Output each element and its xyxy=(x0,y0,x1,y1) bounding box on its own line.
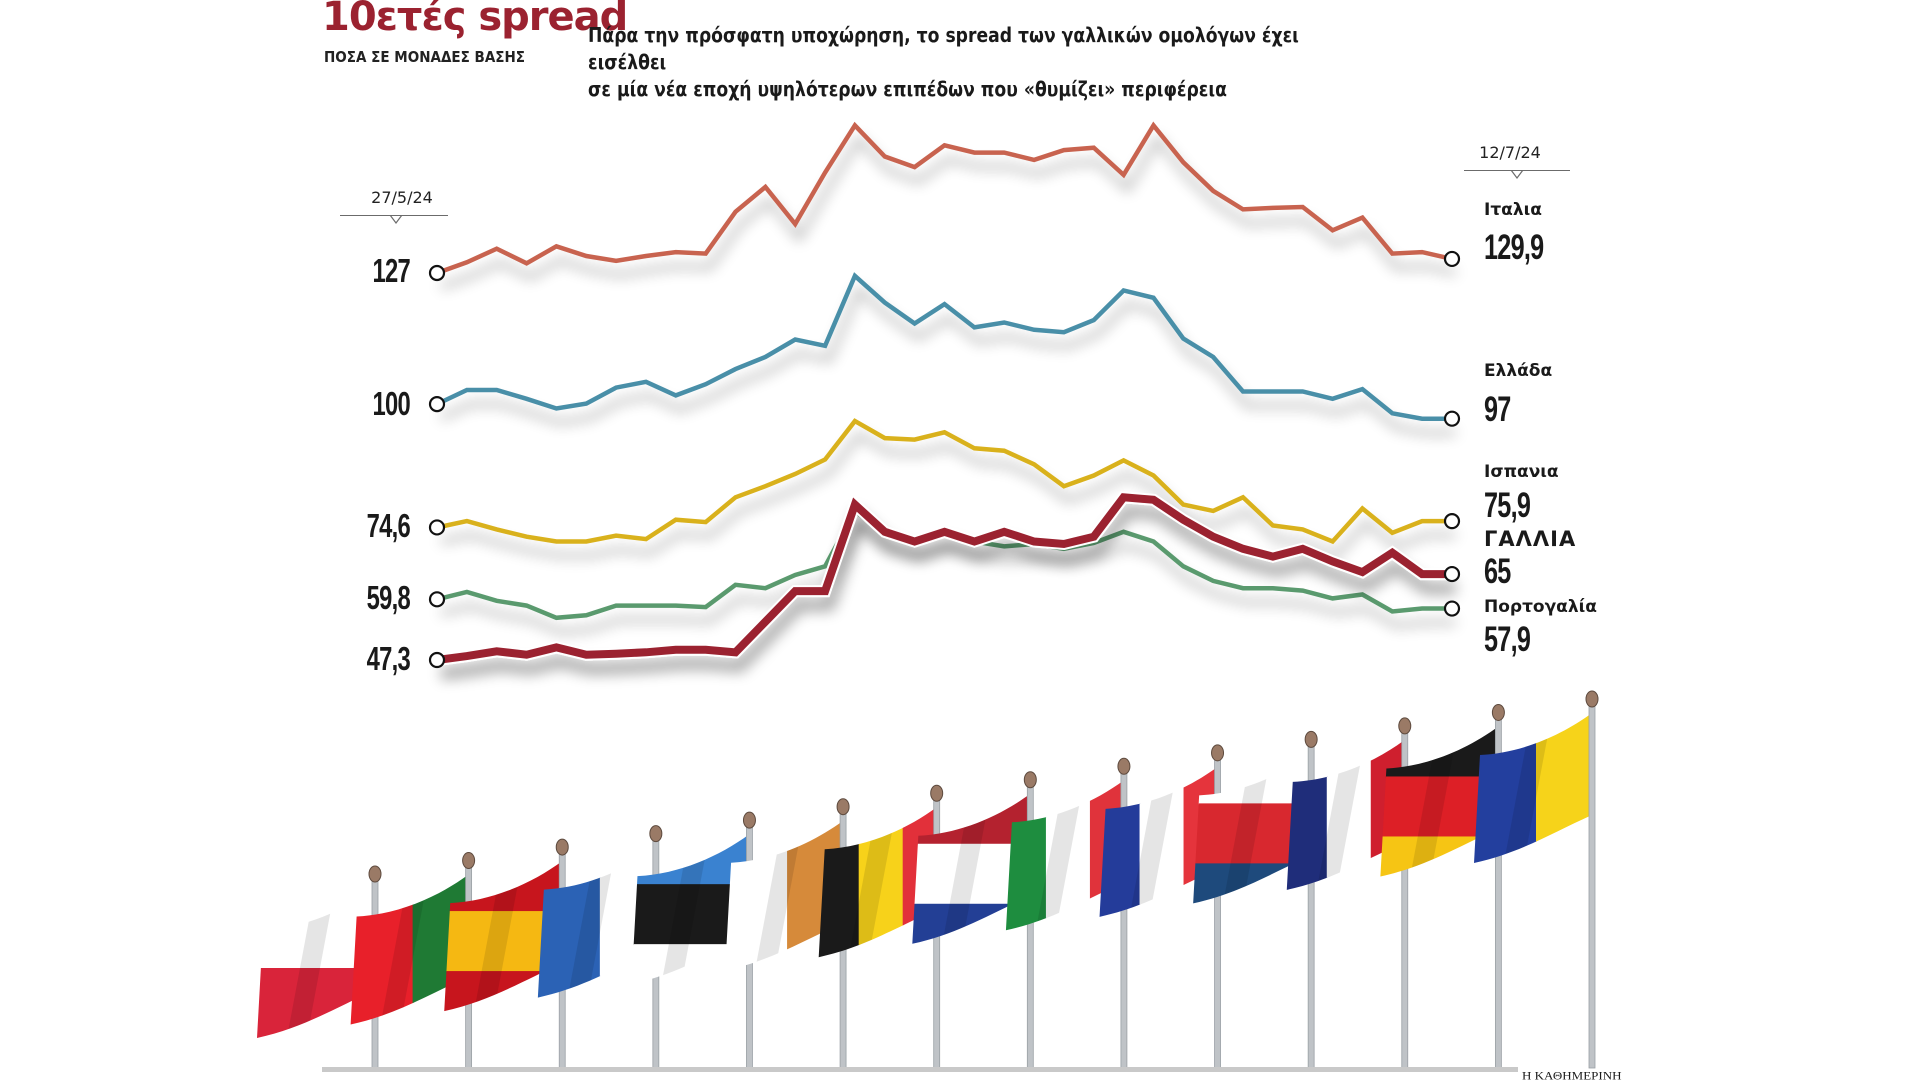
start-date-caret-icon xyxy=(390,215,402,224)
start-value-greece: 100 xyxy=(372,385,411,422)
flag-pole-finial-icon xyxy=(1398,717,1412,735)
flag-fold-shade xyxy=(1408,726,1459,877)
end-value-spain: 75,9 xyxy=(1484,486,1531,525)
flags-ground-line xyxy=(322,1067,1518,1072)
flag-pole-finial-icon xyxy=(742,811,756,829)
end-marker-portugal xyxy=(1443,600,1461,617)
chart-title: 10ετές spread xyxy=(322,0,628,40)
flag-fold-shade xyxy=(1502,713,1552,863)
publisher-credit: Η ΚΑΘΗΜΕΡΙΝΗ xyxy=(1522,1068,1622,1083)
flag-fold-shade xyxy=(659,834,710,985)
end-marker-greece xyxy=(1443,410,1461,427)
flag-fold-shade xyxy=(753,820,804,971)
flag-fold-shade xyxy=(1033,780,1084,931)
start-value-spain: 74,6 xyxy=(366,507,411,544)
label-spain: Ισπανια xyxy=(1484,462,1559,482)
flag-fold-shade xyxy=(472,861,523,1012)
flag-pole-finial-icon xyxy=(1491,703,1505,721)
end-marker-spain xyxy=(1443,513,1461,530)
series-line-italy xyxy=(436,121,1453,276)
flag-pole-finial-icon xyxy=(1117,757,1131,775)
flag-pole-finial-icon xyxy=(555,838,569,856)
start-date-tick xyxy=(340,215,448,216)
series-line-spain xyxy=(436,418,1452,545)
flag-pole-finial-icon xyxy=(462,852,476,870)
start-marker-italy xyxy=(428,264,446,282)
flag-pole-finial-icon xyxy=(930,784,944,802)
start-value-france: 47,3 xyxy=(366,640,411,677)
flag-fold-shade xyxy=(378,874,429,1025)
end-marker-france xyxy=(1443,565,1461,583)
label-italy: Ιταλια xyxy=(1484,200,1542,220)
flag-fold-shade xyxy=(846,807,897,958)
flag-pole-finial-icon xyxy=(1585,690,1599,708)
label-greece: Ελλάδα xyxy=(1484,361,1553,381)
flag-pole-finial-icon xyxy=(1304,730,1318,748)
line-chart xyxy=(428,121,1461,669)
start-value-portugal: 59,8 xyxy=(366,579,411,616)
flag-pole-finial-icon xyxy=(836,798,850,816)
chart-lead-text: Πάρα την πρόσφατη υποχώρηση, το spread τ… xyxy=(588,22,1362,103)
flag-fold-shade xyxy=(1127,766,1178,917)
series-line-france xyxy=(436,493,1452,664)
flag-pole-finial-icon xyxy=(649,825,663,843)
label-france: ΓΑΛΛΙΑ xyxy=(1484,527,1577,551)
end-value-italy: 129,9 xyxy=(1484,228,1544,267)
start-marker-france xyxy=(428,651,446,669)
flag-fold-shade xyxy=(285,888,335,1038)
end-marker-italy xyxy=(1443,250,1461,268)
start-date-label: 27/5/24 xyxy=(371,188,433,207)
flag-fold-shade xyxy=(940,793,991,944)
flag-fold-shade xyxy=(1221,753,1272,904)
label-portugal: Πορτογαλία xyxy=(1484,597,1597,617)
lead-line-1: Πάρα την πρόσφατη υποχώρηση, το spread τ… xyxy=(588,23,1299,74)
flag-fold-shade xyxy=(1314,739,1365,890)
end-date-tick xyxy=(1464,170,1570,171)
flag-fold-shade xyxy=(565,847,616,998)
flag-pole-finial-icon xyxy=(368,865,382,883)
lead-line-2: σε μία νέα εποχή υψηλότερων επιπέδων που… xyxy=(588,77,1227,101)
start-value-italy: 127 xyxy=(372,252,411,289)
end-value-portugal: 57,9 xyxy=(1484,620,1531,659)
end-value-greece: 97 xyxy=(1484,390,1511,429)
start-marker-spain xyxy=(428,519,446,536)
end-date-label: 12/7/24 xyxy=(1479,143,1541,162)
end-value-france: 65 xyxy=(1484,552,1511,591)
flag-pole-finial-icon xyxy=(1211,744,1225,762)
chart-subtitle-units: ΠΟΣΑ ΣΕ ΜΟΝΑΔΕΣ ΒΑΣΗΣ xyxy=(324,48,526,66)
flag-pole-finial-icon xyxy=(1023,771,1037,789)
flag-pole xyxy=(1588,704,1596,1069)
series-line-greece xyxy=(436,272,1452,421)
start-marker-greece xyxy=(428,396,446,413)
end-date-caret-icon xyxy=(1511,170,1523,179)
start-marker-portugal xyxy=(428,591,446,608)
